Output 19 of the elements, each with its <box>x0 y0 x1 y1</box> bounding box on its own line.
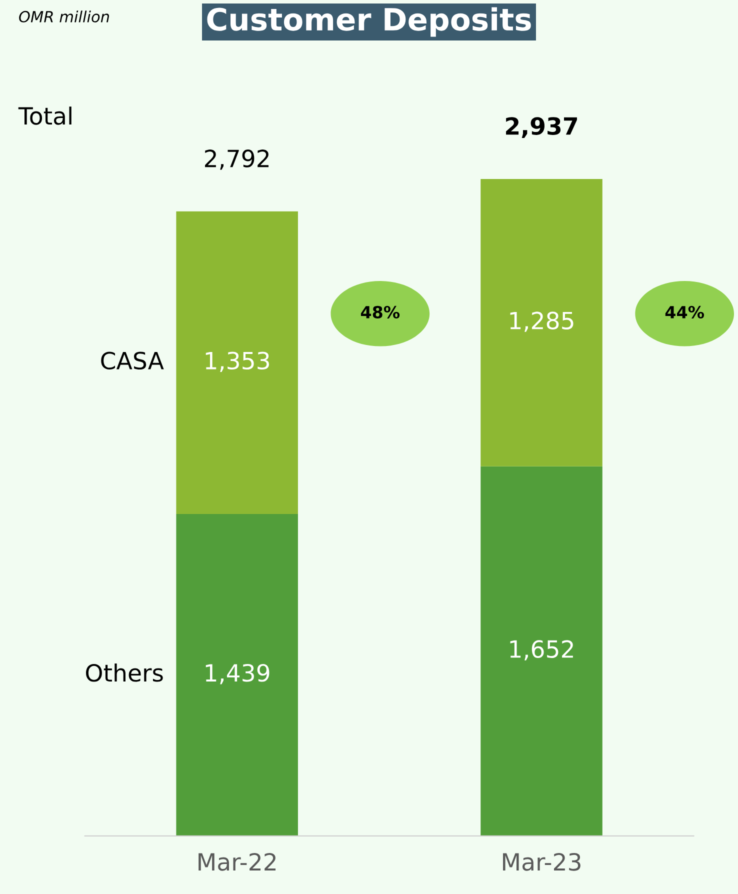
annotation: 48% <box>360 306 400 318</box>
chart-subtitle: OMR million <box>19 10 109 22</box>
bar <box>176 211 298 514</box>
bar <box>176 514 298 836</box>
total-label: 2,937 <box>506 117 577 138</box>
data-label: 1,439 <box>206 664 270 684</box>
bar <box>480 466 602 836</box>
x-tick-label: Mar-22 <box>198 852 276 871</box>
data-label: 1,652 <box>510 640 573 660</box>
chart-title: Customer Deposits <box>207 7 531 37</box>
total-label: 2,792 <box>205 150 269 170</box>
series-label: Others <box>86 664 163 682</box>
x-tick-label: Mar-23 <box>503 852 580 871</box>
annotation: 44% <box>665 306 704 318</box>
bar <box>480 178 602 466</box>
text: Total <box>18 106 72 125</box>
data-label: 1,353 <box>206 352 269 372</box>
series-label: CASA <box>101 352 164 370</box>
data-label: 1,285 <box>510 312 574 332</box>
